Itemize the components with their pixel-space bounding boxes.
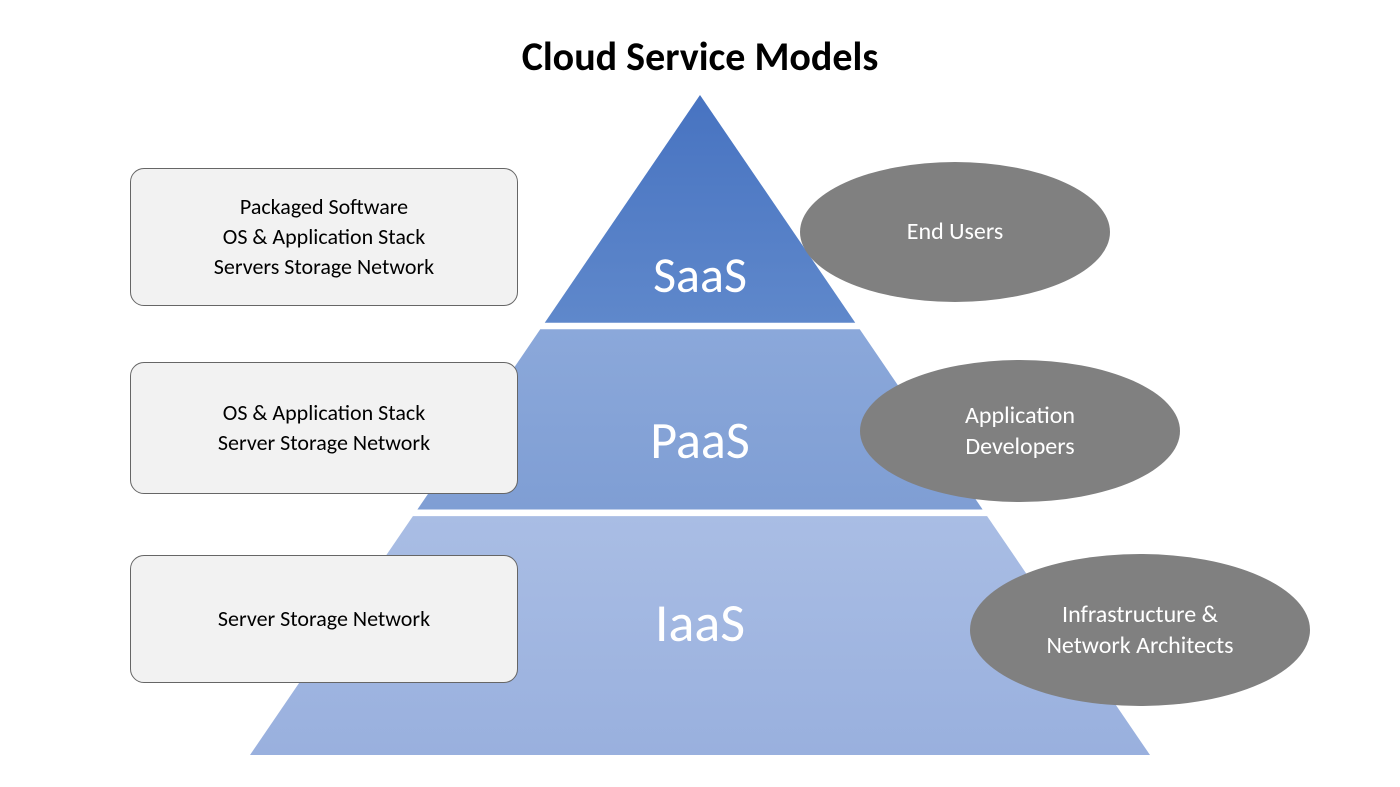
- tier-label-paas: PaaS: [650, 408, 749, 472]
- ellipse-iaas: Infrastructure & Network Architects: [970, 554, 1310, 706]
- ellipse-saas: End Users: [800, 162, 1110, 302]
- left-box-line: OS & Application Stack: [223, 398, 425, 428]
- ellipse-paas: Application Developers: [860, 360, 1180, 502]
- left-box-saas: Packaged Software OS & Application Stack…: [130, 168, 518, 306]
- page-title: Cloud Service Models: [0, 32, 1400, 81]
- ellipse-line: Application: [965, 400, 1075, 431]
- left-box-line: Servers Storage Network: [214, 252, 434, 282]
- left-box-line: Server Storage Network: [218, 428, 430, 458]
- left-box-iaas: Server Storage Network: [130, 555, 518, 683]
- left-box-paas: OS & Application Stack Server Storage Ne…: [130, 362, 518, 494]
- ellipse-line: Network Architects: [1046, 630, 1233, 661]
- tier-label-iaas: IaaS: [655, 590, 745, 656]
- ellipse-line: Infrastructure &: [1062, 599, 1218, 630]
- ellipse-line: Developers: [965, 431, 1074, 462]
- ellipse-line: End Users: [907, 216, 1003, 247]
- left-box-line: OS & Application Stack: [223, 222, 425, 252]
- left-box-line: Packaged Software: [240, 192, 408, 222]
- tier-label-saas: SaaS: [653, 245, 747, 306]
- left-box-line: Server Storage Network: [218, 604, 430, 634]
